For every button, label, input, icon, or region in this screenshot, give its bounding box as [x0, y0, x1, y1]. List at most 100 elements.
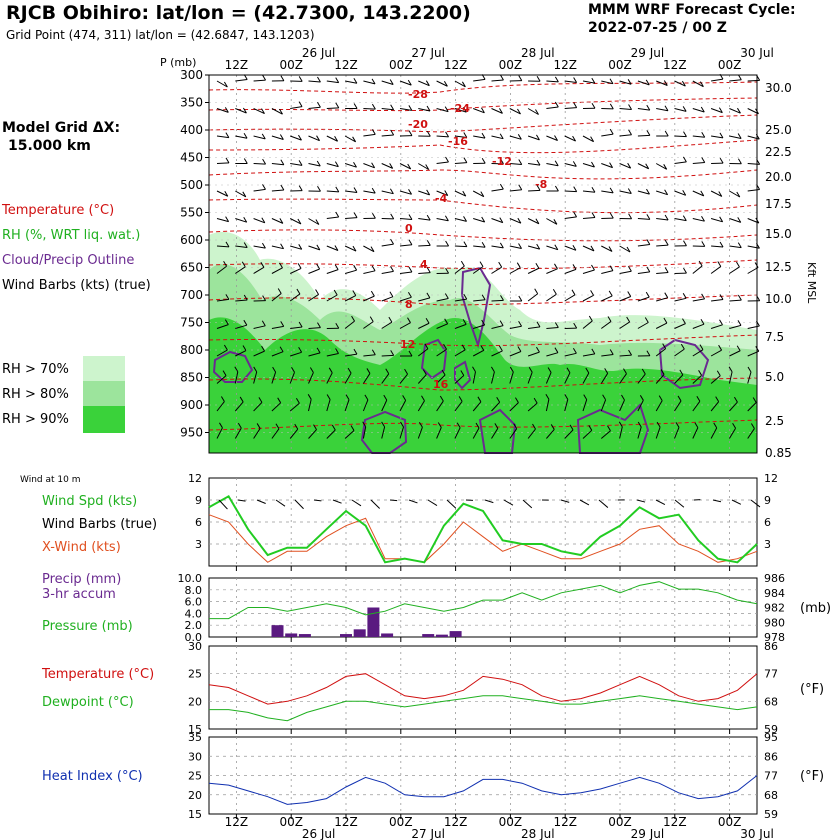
- kft-tick-label: 20.0: [765, 170, 792, 184]
- wind-barb-feather: [220, 396, 225, 402]
- wind-barb: [729, 135, 742, 139]
- wind-barb: [345, 353, 358, 357]
- time-tick-label-top: 00Z: [279, 58, 303, 72]
- wind-barb: [418, 272, 431, 274]
- wind-barb-feather: [719, 319, 723, 326]
- wind-barb: [656, 244, 669, 247]
- wind-barb-feather: [715, 396, 720, 402]
- wind-barb-feather: [554, 76, 559, 83]
- wind-barb: [473, 324, 485, 329]
- wind-barb: [216, 298, 229, 302]
- wind-barb: [545, 372, 552, 384]
- precip-ytick: 0.0: [185, 631, 203, 644]
- wind-barb: [637, 108, 650, 111]
- wind-barb-feather: [607, 425, 611, 432]
- wind-barb-feather: [699, 81, 704, 87]
- wind-barb: [674, 348, 685, 357]
- wind-barb-feather: [675, 422, 680, 428]
- wind-barb-feather: [609, 162, 614, 168]
- wind-barb: [546, 293, 557, 302]
- heat-ytick: 30: [188, 750, 202, 763]
- wind-barb: [454, 375, 465, 384]
- wind-barb: [674, 297, 687, 302]
- day-tick-label-top: 28 Jul: [521, 46, 555, 60]
- wind-barb: [710, 427, 718, 439]
- temp-contour: [208, 377, 758, 391]
- wind-barb: [436, 298, 449, 302]
- cross-section-panel: [208, 73, 761, 454]
- wind-barb: [711, 245, 724, 248]
- wind-barb: [527, 428, 536, 439]
- wind-barb-feather: [604, 368, 609, 374]
- xwind-legend: X-Wind (kts): [42, 540, 121, 555]
- wind-barb: [674, 323, 686, 329]
- wind-barb: [216, 427, 223, 439]
- wind-barb: [399, 108, 412, 111]
- wind-barb: [582, 190, 595, 193]
- precip-panel-frame: [208, 577, 758, 638]
- wind-barb-feather: [627, 162, 632, 169]
- wind-barb: [582, 429, 593, 439]
- wind-barb: [619, 399, 625, 412]
- wind-barb-feather: [298, 321, 303, 328]
- wind-barb: [491, 428, 499, 439]
- wind-barb: [619, 270, 632, 274]
- wind-barb-feather: [701, 157, 706, 163]
- wind-barb-feather: [334, 136, 339, 142]
- wind-barb-feather: [421, 395, 425, 401]
- precip-bar: [298, 634, 311, 637]
- wind-barb: [582, 353, 595, 357]
- wind-barb: [216, 265, 227, 274]
- wind-barb-feather: [477, 396, 482, 403]
- precip-ytick: 8.0: [185, 584, 203, 597]
- wind-barb-feather: [535, 109, 539, 115]
- wind-barb-feather: [335, 186, 340, 193]
- precip-ytick: 4.0: [185, 607, 203, 620]
- wind-barb: [289, 267, 302, 274]
- wind-barb: [692, 298, 705, 302]
- wind-barb: [253, 245, 266, 249]
- precip-ytick: 6.0: [185, 596, 203, 609]
- wind-barb-feather: [701, 131, 706, 138]
- wind-barb-feather: [572, 245, 577, 251]
- wind-barb-feather: [463, 216, 467, 222]
- wind-barb-feather: [261, 108, 265, 114]
- wind-barb: [362, 426, 367, 439]
- wind-barb-feather: [518, 159, 523, 165]
- wind-barb: [692, 349, 704, 357]
- wind-barb-feather: [331, 424, 336, 431]
- kft-tick-label: 10.0: [765, 292, 792, 306]
- wind-barb: [216, 218, 229, 223]
- wind-barb: [216, 349, 228, 357]
- temp-contour-label: 12: [400, 338, 415, 351]
- wind-barb: [345, 190, 358, 193]
- wind-barb: [454, 427, 461, 439]
- wind-barb-feather: [225, 157, 230, 164]
- wind-barb-feather: [607, 316, 612, 322]
- wind-barb-feather: [277, 288, 282, 294]
- wind-barb-feather: [701, 215, 705, 222]
- wind-barb-feather: [516, 262, 521, 268]
- wind-barb: [692, 323, 705, 329]
- wind-barb: [216, 80, 228, 88]
- wind-barb-feather: [609, 78, 614, 84]
- wind-barb: [601, 321, 612, 329]
- pressure-ytick: 986: [764, 572, 785, 585]
- wind-barb: [235, 190, 247, 198]
- wind-barb: [345, 217, 358, 219]
- wind-barb-feather: [554, 135, 558, 141]
- wind-barb-feather: [518, 320, 523, 327]
- wind-barb-feather: [736, 191, 741, 198]
- wind-barb-feather: [390, 104, 395, 111]
- wind-barb-feather: [554, 263, 558, 270]
- wind-barb: [674, 80, 686, 87]
- wind-barb: [417, 348, 429, 357]
- wind-barb-feather: [663, 317, 668, 324]
- wind-barb: [253, 402, 263, 412]
- wind-barb: [271, 267, 283, 274]
- wind-barb-feather: [443, 81, 448, 87]
- wind-barb: [253, 371, 258, 384]
- wind-barb-feather: [280, 321, 285, 327]
- time-tick-label-top: 00Z: [499, 58, 523, 72]
- wind-barb-feather: [390, 213, 395, 220]
